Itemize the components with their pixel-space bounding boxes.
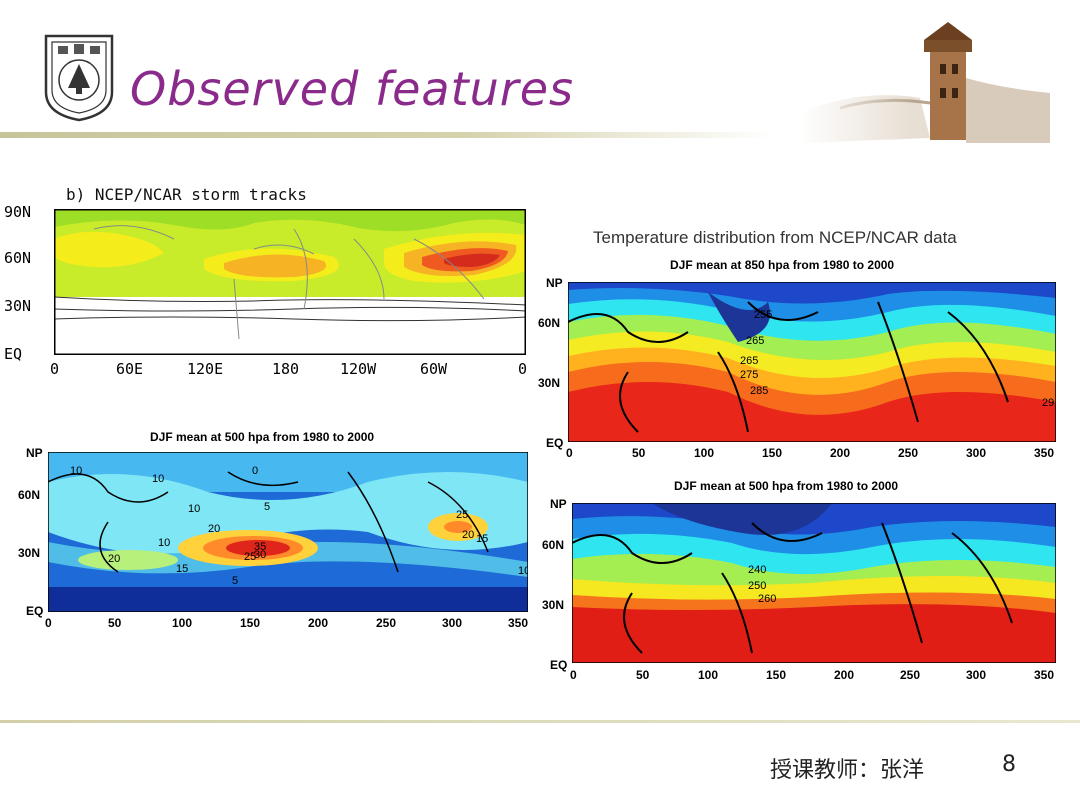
storm-tracks-panel: b) NCEP/NCAR storm tracks 90N 60N 30N EQ… — [0, 185, 540, 385]
instructor-label: 授课教师：张洋 — [770, 758, 925, 783]
t850-y-60n: 60N — [538, 316, 561, 330]
t850-contour-label: 275 — [740, 369, 758, 381]
wind-x-0: 0 — [45, 616, 52, 630]
t850-x-50: 50 — [632, 446, 646, 460]
x-tick-120w: 120W — [340, 360, 377, 378]
wind-x-100: 100 — [172, 616, 193, 630]
t500-y-np: NP — [550, 497, 567, 511]
y-tick-60n: 60N — [4, 249, 32, 267]
wind-contour-label: 20 — [462, 529, 474, 541]
temp-500-map: 240 250 260 — [572, 503, 1056, 663]
t850-contour-label: 265 — [740, 355, 758, 367]
wind-contour-label: 15 — [176, 563, 188, 575]
t850-y-eq: EQ — [546, 436, 564, 450]
wind-contour-label: 10 — [158, 537, 170, 549]
wind-contour-label: 0 — [252, 465, 258, 477]
t500-contour-label: 240 — [748, 564, 766, 576]
wind-x-200: 200 — [308, 616, 329, 630]
wind-contour-label: 25 — [456, 509, 468, 521]
page-number: 8 — [1002, 752, 1016, 777]
t850-y-30n: 30N — [538, 376, 561, 390]
wind-x-300: 300 — [442, 616, 463, 630]
t500-x-150: 150 — [766, 668, 787, 682]
t850-x-250: 250 — [898, 446, 919, 460]
wind-x-250: 250 — [376, 616, 397, 630]
title-divider — [0, 132, 775, 138]
t500-x-100: 100 — [698, 668, 719, 682]
temp500-panel-title: DJF mean at 500 hpa from 1980 to 2000 — [674, 479, 899, 493]
wind-contour-label: 15 — [476, 533, 488, 545]
wind-contour-label: 20 — [108, 553, 120, 565]
x-tick-120e: 120E — [187, 360, 224, 378]
wind-panel-title: DJF mean at 500 hpa from 1980 to 2000 — [150, 430, 375, 444]
t500-contour-label: 260 — [758, 593, 776, 605]
wind-500-map: 10 10 0 10 5 10 20 20 15 35 30 25 25 20 … — [48, 452, 528, 612]
y-tick-eq: EQ — [4, 345, 23, 363]
wind-contour-label: 5 — [232, 575, 238, 587]
wind-y-30n: 30N — [18, 546, 41, 560]
wind-contour-label: 10 — [518, 565, 528, 577]
t500-y-60n: 60N — [542, 538, 565, 552]
t850-contour-label: 255 — [754, 309, 772, 321]
t850-x-150: 150 — [762, 446, 783, 460]
wind-contour-label: 30 — [254, 549, 266, 561]
t850-contour-label: 29 — [1042, 397, 1054, 409]
wind-contour-label: 25 — [244, 551, 256, 563]
footer-divider — [0, 720, 1080, 723]
wind-x-150: 150 — [240, 616, 261, 630]
t850-x-200: 200 — [830, 446, 851, 460]
campus-tower-image — [800, 18, 1050, 148]
t500-x-300: 300 — [966, 668, 987, 682]
storm-panel-title: b) NCEP/NCAR storm tracks — [66, 185, 307, 204]
wind-contour-label: 10 — [152, 473, 164, 485]
t850-y-np: NP — [546, 276, 563, 290]
wind-contour-label: 20 — [208, 523, 220, 535]
wind-contour-label: 5 — [264, 501, 270, 513]
university-emblem — [40, 32, 118, 122]
x-tick-180: 180 — [272, 360, 300, 378]
temp850-panel-title: DJF mean at 850 hpa from 1980 to 2000 — [670, 258, 895, 272]
t500-x-350: 350 — [1034, 668, 1055, 682]
x-tick-0-end: 0 — [518, 360, 528, 378]
wind-y-eq: EQ — [26, 604, 44, 618]
y-tick-90n: 90N — [4, 203, 32, 221]
t500-x-250: 250 — [900, 668, 921, 682]
t850-x-300: 300 — [966, 446, 987, 460]
slide-title: Observed features — [130, 62, 574, 116]
wind-y-np: NP — [26, 446, 43, 460]
wind-contour-label: 35 — [254, 541, 266, 553]
x-tick-60e: 60E — [116, 360, 144, 378]
wind-contour-label: 10 — [70, 465, 82, 477]
y-tick-30n: 30N — [4, 297, 32, 315]
x-tick-0: 0 — [50, 360, 60, 378]
t500-y-eq: EQ — [550, 658, 568, 672]
t850-contour-label: 265 — [746, 335, 764, 347]
t500-contour-label: 250 — [748, 580, 766, 592]
t850-x-350: 350 — [1034, 446, 1055, 460]
wind-x-50: 50 — [108, 616, 122, 630]
t500-x-200: 200 — [834, 668, 855, 682]
wind-y-60n: 60N — [18, 488, 41, 502]
x-tick-60w: 60W — [420, 360, 448, 378]
t850-contour-label: 285 — [750, 385, 768, 397]
t500-x-50: 50 — [636, 668, 650, 682]
wind-x-350: 350 — [508, 616, 529, 630]
t500-y-30n: 30N — [542, 598, 565, 612]
t850-x-0: 0 — [566, 446, 573, 460]
temp-850-map: 255 265 265 275 285 29 — [568, 282, 1056, 442]
temperature-heading: Temperature distribution from NCEP/NCAR … — [593, 228, 957, 247]
t850-x-100: 100 — [694, 446, 715, 460]
t500-x-0: 0 — [570, 668, 577, 682]
wind-contour-label: 10 — [188, 503, 200, 515]
storm-tracks-map — [54, 209, 526, 355]
